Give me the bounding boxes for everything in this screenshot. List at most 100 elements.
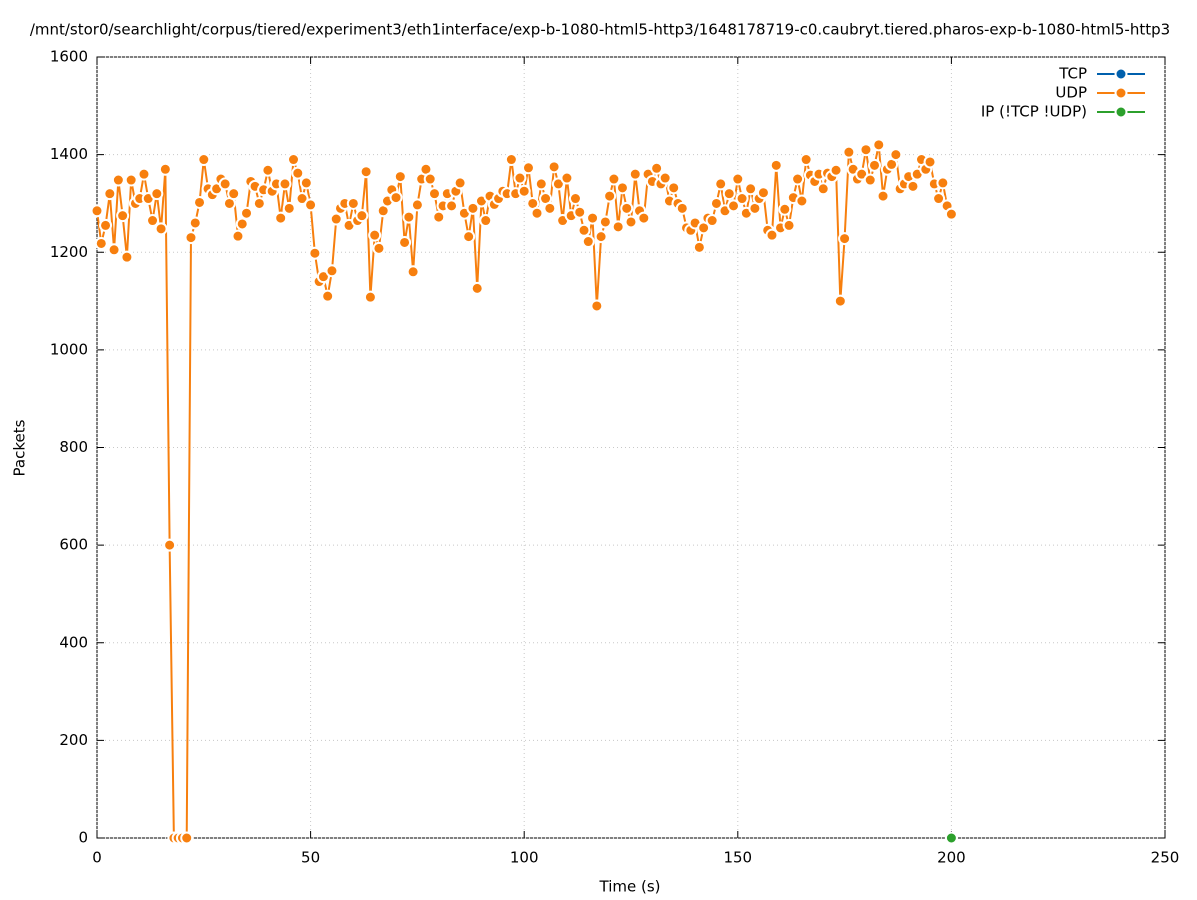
data-point bbox=[637, 211, 651, 225]
x-tick-label: 150 bbox=[723, 849, 752, 867]
data-point bbox=[184, 231, 198, 245]
data-point bbox=[709, 196, 723, 210]
data-point bbox=[744, 182, 758, 196]
data-point bbox=[445, 199, 459, 213]
data-point bbox=[530, 206, 544, 220]
data-point bbox=[231, 229, 245, 243]
data-point bbox=[598, 215, 612, 229]
data-point bbox=[577, 223, 591, 237]
data-point bbox=[346, 196, 360, 210]
data-point bbox=[90, 204, 104, 218]
data-point bbox=[838, 232, 852, 246]
data-point bbox=[282, 201, 296, 215]
data-point bbox=[778, 202, 792, 216]
data-point bbox=[769, 158, 783, 172]
data-point bbox=[410, 198, 424, 212]
data-point bbox=[103, 187, 117, 201]
data-point bbox=[517, 184, 531, 198]
data-point bbox=[295, 192, 309, 206]
data-point bbox=[791, 172, 805, 186]
y-tick-label: 800 bbox=[59, 438, 88, 456]
data-point bbox=[944, 207, 958, 221]
data-point bbox=[620, 201, 634, 215]
data-point bbox=[876, 189, 890, 203]
data-point bbox=[658, 171, 672, 185]
data-point bbox=[855, 167, 869, 181]
data-point bbox=[197, 153, 211, 167]
data-point bbox=[227, 187, 241, 201]
data-point bbox=[590, 299, 604, 313]
legend-label: TCP bbox=[1058, 65, 1087, 83]
y-axis-label: Packets bbox=[11, 419, 29, 476]
data-point bbox=[287, 153, 301, 167]
data-point bbox=[308, 246, 322, 260]
legend-marker bbox=[1114, 105, 1128, 119]
legend-marker bbox=[1114, 86, 1128, 100]
data-point bbox=[158, 162, 172, 176]
data-point bbox=[722, 187, 736, 201]
y-tick-label: 200 bbox=[59, 731, 88, 749]
data-point bbox=[568, 192, 582, 206]
data-point bbox=[829, 163, 843, 177]
data-point bbox=[193, 195, 207, 209]
data-point bbox=[560, 171, 574, 185]
data-point bbox=[842, 145, 856, 159]
data-point bbox=[863, 173, 877, 187]
data-point bbox=[594, 230, 608, 244]
data-point bbox=[94, 236, 108, 250]
data-point bbox=[188, 216, 202, 230]
data-point bbox=[124, 173, 138, 187]
data-point bbox=[278, 177, 292, 191]
data-point bbox=[107, 243, 121, 257]
data-point bbox=[150, 187, 164, 201]
data-point bbox=[432, 210, 446, 224]
legend-label: UDP bbox=[1055, 84, 1087, 102]
data-point bbox=[154, 222, 168, 236]
data-point bbox=[692, 240, 706, 254]
data-point bbox=[235, 217, 249, 231]
data-point bbox=[462, 230, 476, 244]
data-point bbox=[765, 228, 779, 242]
data-point bbox=[402, 210, 416, 224]
data-point bbox=[534, 177, 548, 191]
data-point bbox=[406, 265, 420, 279]
data-point bbox=[816, 182, 830, 196]
data-point bbox=[551, 177, 565, 191]
data-point bbox=[389, 191, 403, 205]
data-point bbox=[146, 214, 160, 228]
data-point bbox=[504, 153, 518, 167]
data-point bbox=[355, 209, 369, 223]
x-tick-label: 0 bbox=[92, 849, 102, 867]
data-point bbox=[325, 264, 339, 278]
data-point bbox=[872, 138, 886, 152]
data-point bbox=[573, 205, 587, 219]
data-point bbox=[607, 172, 621, 186]
data-point bbox=[423, 172, 437, 186]
data-point bbox=[321, 289, 335, 303]
data-point bbox=[470, 281, 484, 295]
data-point bbox=[756, 186, 770, 200]
data-point bbox=[705, 214, 719, 228]
data-point bbox=[120, 250, 134, 264]
data-point bbox=[731, 172, 745, 186]
data-point bbox=[675, 201, 689, 215]
data-point bbox=[274, 211, 288, 225]
data-point bbox=[453, 176, 467, 190]
y-tick-label: 1000 bbox=[50, 340, 88, 358]
data-point bbox=[782, 218, 796, 232]
data-point bbox=[603, 189, 617, 203]
data-point bbox=[479, 214, 493, 228]
series-line bbox=[96, 144, 953, 839]
data-point bbox=[316, 270, 330, 284]
data-point bbox=[650, 161, 664, 175]
data-point bbox=[466, 201, 480, 215]
data-point bbox=[111, 173, 125, 187]
data-point bbox=[833, 294, 847, 308]
data-point bbox=[795, 194, 809, 208]
x-tick-label: 100 bbox=[510, 849, 539, 867]
data-point bbox=[615, 181, 629, 195]
y-tick-label: 1600 bbox=[50, 48, 88, 66]
data-point bbox=[99, 218, 113, 232]
data-point bbox=[521, 161, 535, 175]
